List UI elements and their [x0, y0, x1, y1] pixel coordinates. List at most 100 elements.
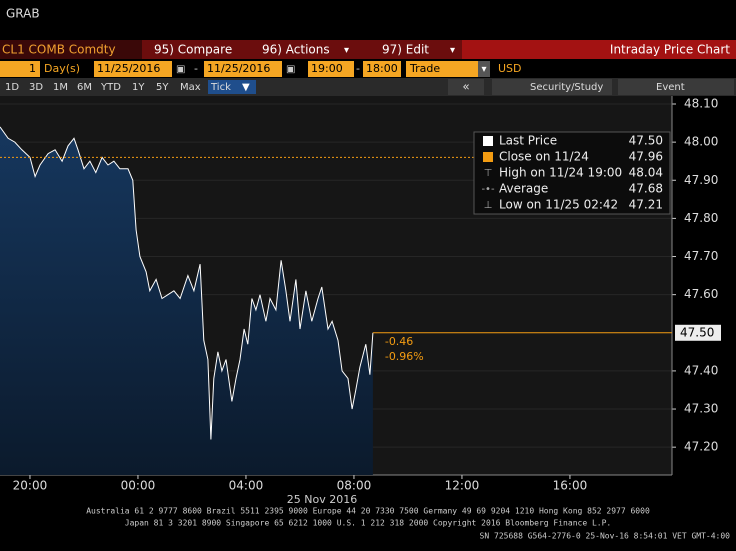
y-tick-label: 47.40 — [684, 363, 718, 377]
study-button[interactable] — [492, 79, 612, 95]
collapse-button[interactable] — [448, 79, 484, 95]
y-tick-label: 47.70 — [684, 249, 718, 263]
range-button[interactable] — [98, 80, 125, 94]
view-title-bg — [462, 40, 736, 59]
security-field[interactable] — [0, 40, 142, 59]
security: CL1 COMB Comdty — [2, 43, 116, 57]
y-axis-area — [672, 96, 736, 475]
range-label: 1Y — [132, 82, 145, 93]
y-tick-label: 47.30 — [684, 402, 718, 416]
x-tick-label: 16:00 — [553, 479, 588, 493]
end-time: 18:00 — [366, 62, 398, 75]
range-label: Tick — [210, 82, 231, 93]
calendar-icon[interactable]: ▣ — [176, 64, 185, 75]
legend-value: 47.50 — [629, 134, 663, 148]
range-button[interactable] — [177, 80, 204, 94]
end-date: 11/25/2016 — [207, 62, 270, 75]
view-title: Intraday Price Chart — [610, 43, 730, 57]
input-box[interactable] — [406, 61, 490, 77]
range-label: YTD — [100, 82, 121, 93]
start-time: 19:00 — [311, 62, 343, 75]
range-button[interactable] — [50, 80, 70, 94]
last-price-label: 47.50 — [680, 325, 714, 339]
legend-swatch — [483, 136, 493, 146]
range-label: 5Y — [156, 82, 169, 93]
price-area — [0, 126, 373, 476]
price-line — [0, 126, 374, 440]
legend-name: Last Price — [499, 134, 557, 148]
x-tick-label: 04:00 — [229, 479, 264, 493]
range-button[interactable] — [208, 80, 256, 94]
plot: 47.20 47.30 47.40 47.60 47.70 47.80 47.90 48.00… — [0, 96, 721, 493]
x-tick-label: 08:00 — [337, 479, 372, 493]
y-tick-label: 48.10 — [684, 97, 718, 111]
unit: Day(s) — [44, 62, 80, 75]
range-label: 1M — [53, 82, 68, 93]
range-button[interactable] — [26, 80, 46, 94]
legend-value: 47.68 — [629, 182, 663, 196]
legend-value: 48.04 — [629, 166, 663, 180]
dropdown-arrow: ▾ — [344, 45, 349, 56]
range-label: 3D — [29, 82, 43, 93]
separator: - — [194, 62, 198, 75]
event-button[interactable] — [618, 79, 734, 95]
legend-name: Close on 11/24 — [499, 150, 589, 164]
y-tick-label: 47.80 — [684, 211, 718, 225]
dropdown-arrow: ▼ — [242, 82, 250, 93]
input-box[interactable] — [0, 61, 40, 77]
annotation: -0.46 — [385, 335, 413, 348]
range-button[interactable] — [129, 80, 149, 94]
range-label: Max — [180, 82, 201, 93]
legend-name: High on 11/24 19:00 — [499, 166, 622, 180]
legend-items: Last Price 47.50 Close on 11/24 47.96 ⊤ High … — [481, 134, 663, 212]
range-buttons: 1D 3D 1M 6M YTD 1Y 5Y Max Tick ▼ — [2, 80, 256, 94]
footer: SN 725688 G564-2776-0 25-Nov-16 8:54:01 … — [480, 532, 731, 541]
legend-icon: ⊥ — [484, 200, 493, 211]
y-tick-label: 47.90 — [684, 173, 718, 187]
range-label: 1D — [5, 82, 19, 93]
dropdown[interactable] — [478, 61, 490, 77]
compare-button[interactable]: 95) Compare — [154, 43, 232, 57]
field: Trade — [409, 62, 440, 75]
legend-icon: ⊤ — [484, 168, 493, 179]
x-tick-label: 20:00 — [13, 479, 48, 493]
last-price-box — [675, 324, 721, 341]
range-button[interactable] — [74, 80, 94, 94]
dropdown-arrow: ▾ — [481, 64, 486, 75]
currency: USD — [498, 62, 522, 75]
input-box[interactable] — [204, 61, 282, 77]
input-box[interactable] — [94, 61, 172, 77]
start-date: 11/25/2016 — [97, 62, 160, 75]
window-title: GRAB — [6, 7, 40, 21]
legend-value: 47.96 — [629, 150, 663, 164]
footer: Japan 81 3 3201 8900 Singapore 65 6212 1… — [125, 519, 611, 528]
y-tick-label: 47.20 — [684, 440, 718, 454]
actions-button[interactable]: 96) Actions — [262, 43, 330, 57]
separator: - — [356, 62, 360, 75]
legend-icon: -•- — [481, 184, 495, 195]
legend-value: 47.21 — [629, 198, 663, 212]
range-button[interactable] — [2, 80, 22, 94]
dropdown-arrow: ▾ — [450, 45, 455, 56]
period: 1 — [29, 62, 36, 75]
x-tick-label: 00:00 — [121, 479, 156, 493]
edit-button[interactable]: 97) Edit — [382, 43, 429, 57]
legend-swatch — [483, 152, 493, 162]
annotation: -0.96% — [385, 350, 424, 363]
input-box[interactable] — [308, 61, 354, 77]
legend-name: Low on 11/25 02:42 — [499, 198, 618, 212]
input-box[interactable] — [363, 61, 401, 77]
range-button[interactable] — [153, 80, 173, 94]
study-label: Security/Study — [530, 82, 603, 93]
x-tick-label: 12:00 — [445, 479, 480, 493]
y-tick-label: 48.00 — [684, 135, 718, 149]
range-label: 6M — [77, 82, 92, 93]
event-label: Event — [656, 82, 685, 93]
y-tick-label: 47.60 — [684, 287, 718, 301]
calendar-icon[interactable]: ▣ — [286, 64, 295, 75]
legend — [473, 131, 671, 215]
x-axis-label: 25 Nov 2016 — [287, 493, 357, 506]
legend-name: Average — [499, 182, 548, 196]
